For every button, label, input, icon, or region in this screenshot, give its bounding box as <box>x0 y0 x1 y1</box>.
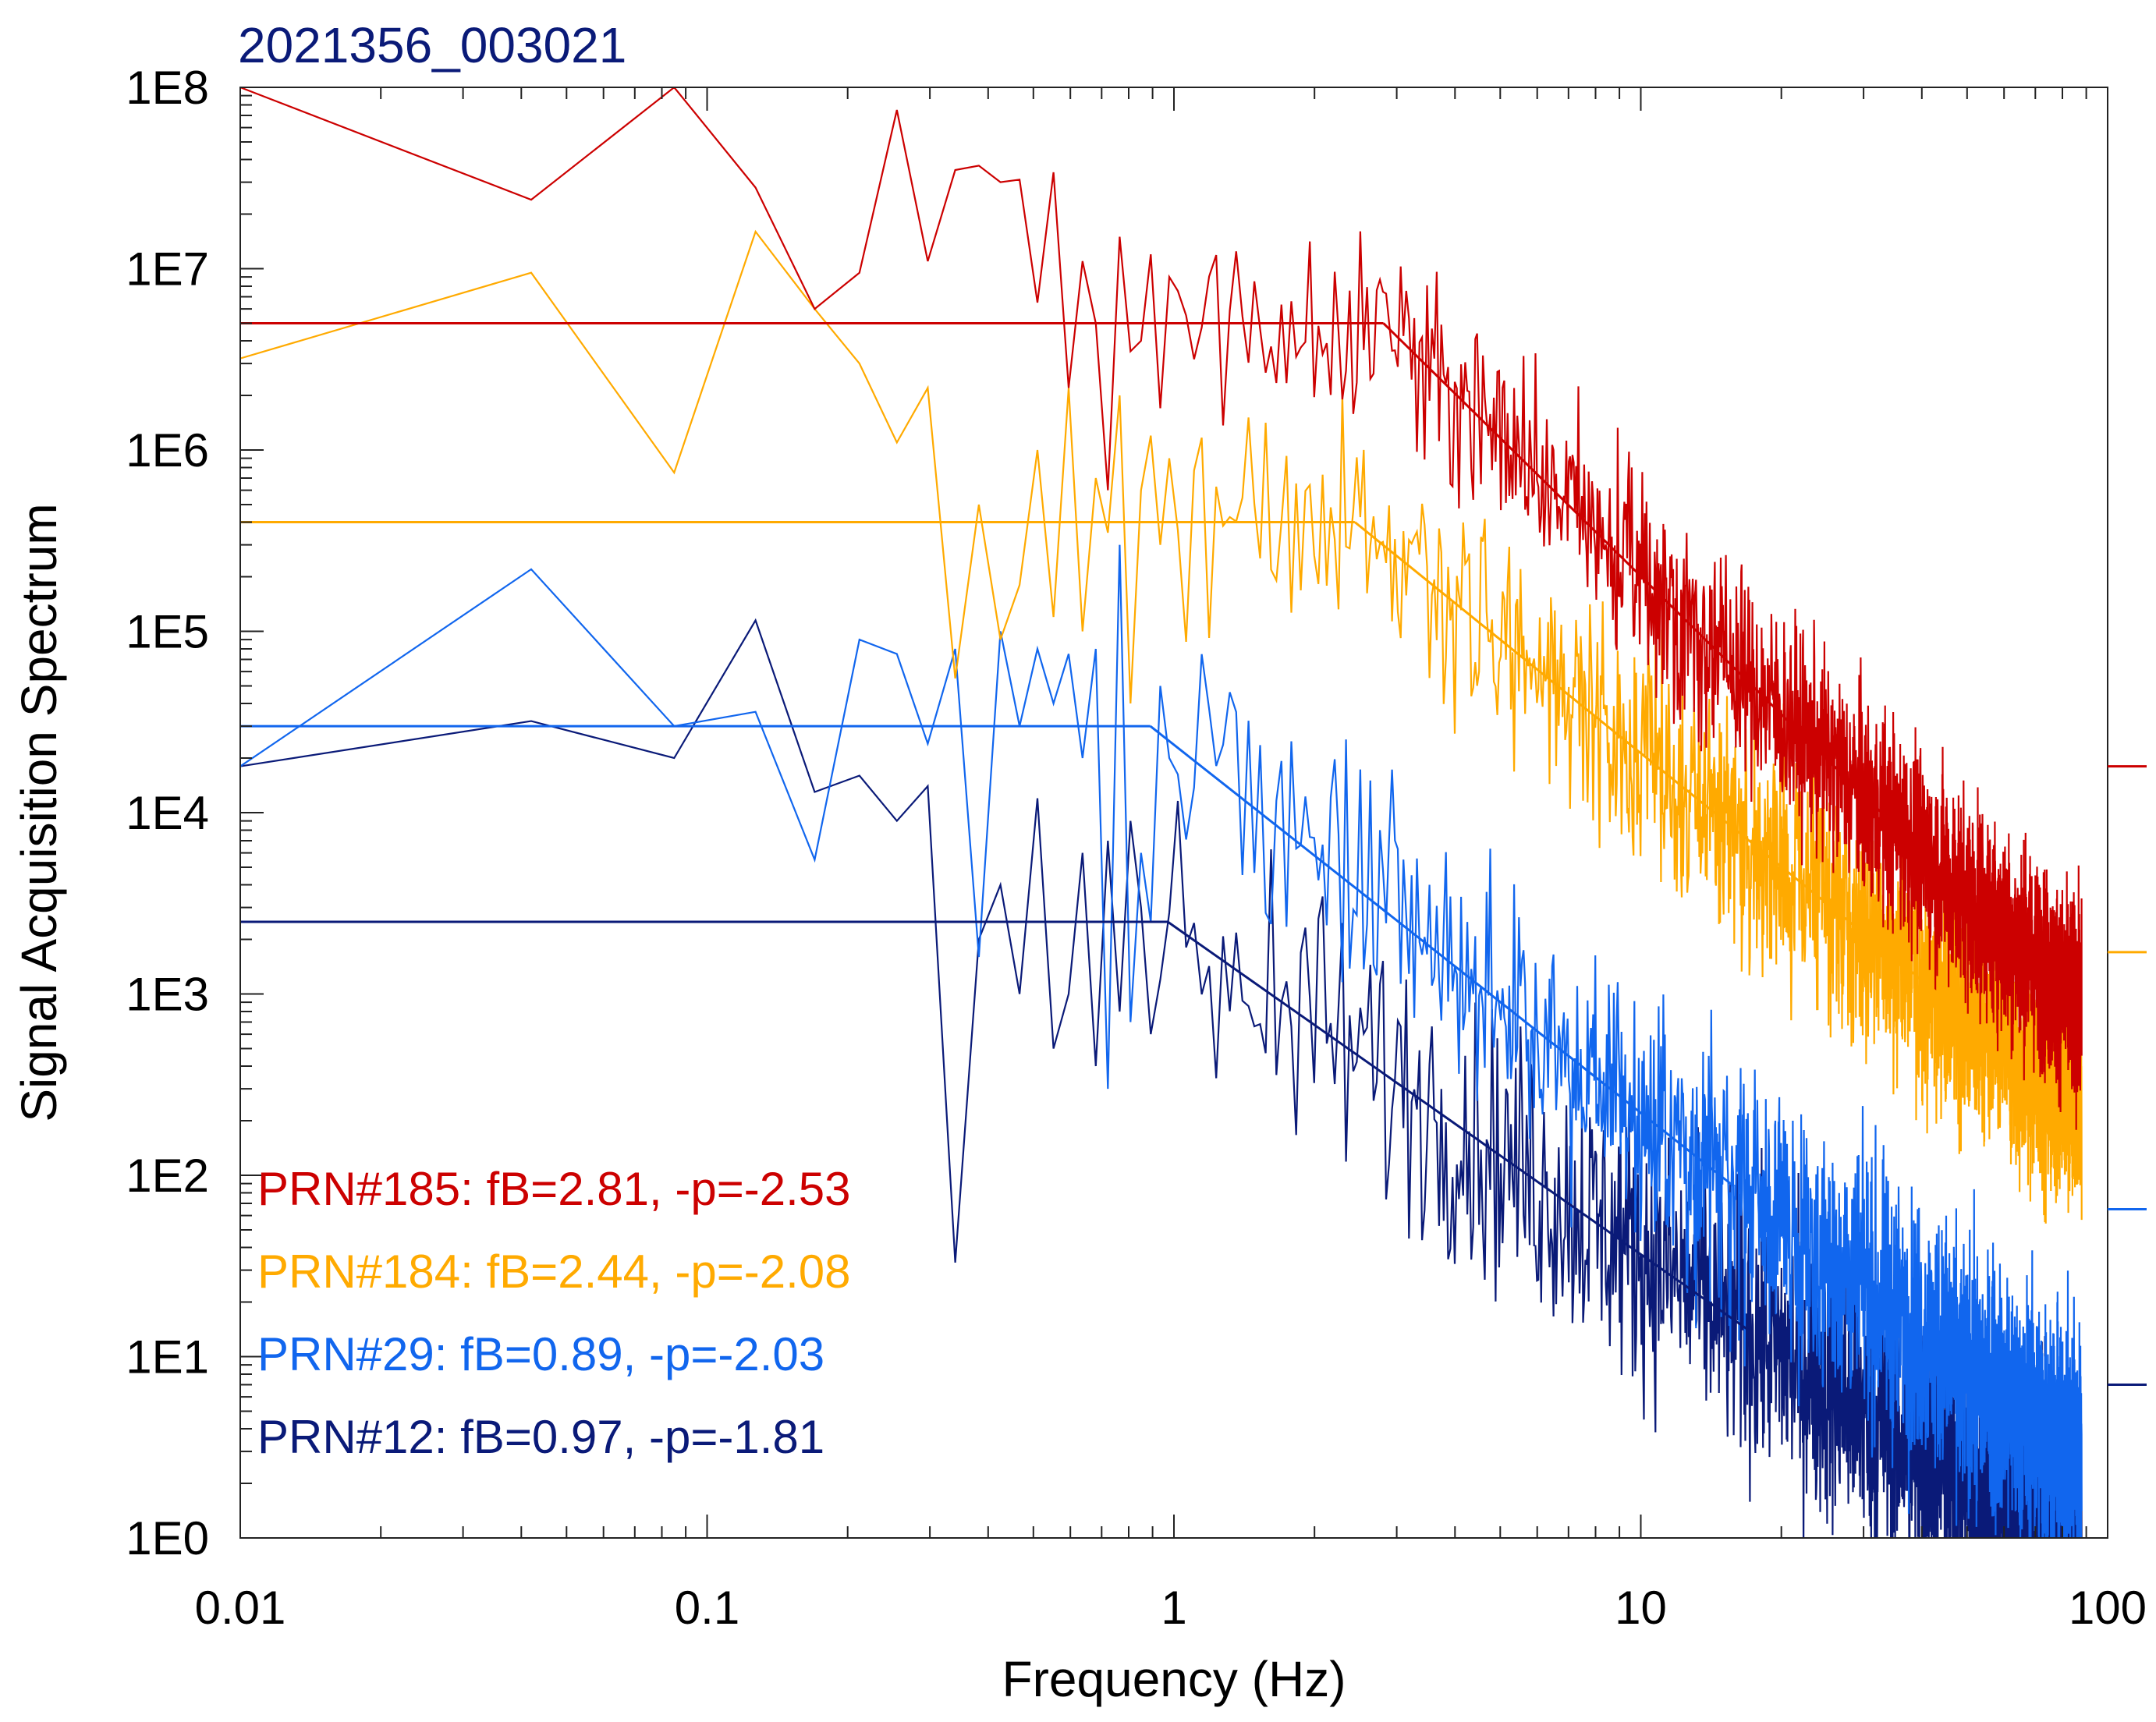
chart-title: 2021356_003021 <box>238 17 626 73</box>
x-tick-label: 100 <box>2069 1582 2147 1634</box>
y-tick-label: 1E5 <box>126 606 209 658</box>
x-tick-label: 0.01 <box>195 1582 286 1634</box>
x-tick-label: 1 <box>1161 1582 1186 1634</box>
legend-entry-PRN29: PRN#29: fB=0.89, -p=-2.03 <box>257 1328 824 1380</box>
right-edge-markers <box>2108 765 2147 1386</box>
x-tick-label: 0.1 <box>675 1582 739 1634</box>
y-tick-label: 1E8 <box>126 62 209 114</box>
y-tick-label: 1E2 <box>126 1150 209 1202</box>
fit-slope-PRN12 <box>1167 920 1753 1334</box>
y-axis-label: Signal Acquisition Spectrum <box>11 503 67 1121</box>
series-line-PRN29 <box>240 544 2083 1538</box>
fit-lines-layer <box>240 322 1968 1334</box>
legend-entry-PRN184: PRN#184: fB=2.44, -p=-2.08 <box>257 1245 851 1298</box>
x-axis-label: Frequency (Hz) <box>1002 1651 1346 1707</box>
fit-slope-PRN185 <box>1382 322 1968 898</box>
legend: PRN#185: fB=2.81, -p=-2.53 PRN#184: fB=2.… <box>257 1163 851 1463</box>
axes-layer: 0.01 0.1 1 10 100 1E0 1E1 1E2 1E3 1E4 1E5 1E6 1E7 1E8 <box>126 62 2147 1634</box>
x-tick-label: 10 <box>1615 1582 1667 1634</box>
series-line-PRN185 <box>240 87 2083 1130</box>
y-tick-label: 1E1 <box>126 1331 209 1384</box>
fit-slope-PRN29 <box>1149 725 1735 1188</box>
y-tick-label: 1E3 <box>126 969 209 1021</box>
series-layer <box>240 87 2083 1538</box>
y-tick-label: 1E0 <box>126 1512 209 1564</box>
y-tick-label: 1E7 <box>126 243 209 296</box>
fit-slope-PRN184 <box>1353 521 1939 995</box>
legend-entry-PRN185: PRN#185: fB=2.81, -p=-2.53 <box>257 1163 851 1215</box>
legend-entry-PRN12: PRN#12: fB=0.97, -p=-1.81 <box>257 1411 824 1463</box>
y-tick-label: 1E4 <box>126 787 209 839</box>
y-tick-label: 1E6 <box>126 424 209 477</box>
